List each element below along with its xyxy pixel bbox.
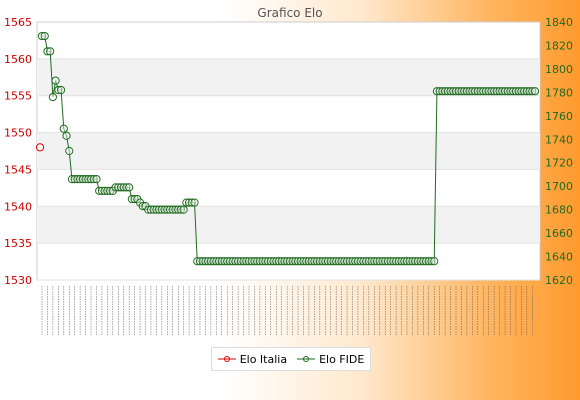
- data-point-elo-fide[interactable]: [427, 257, 436, 266]
- data-point-elo-italia[interactable]: [35, 143, 45, 152]
- right-tick-label: 1760: [545, 110, 573, 123]
- data-point-elo-fide[interactable]: [528, 87, 537, 96]
- right-tick-label: 1740: [545, 133, 573, 146]
- legend-label-elo-fide: Elo FIDE: [319, 352, 365, 366]
- grid-band: [37, 206, 540, 244]
- right-tick-label: 1640: [545, 251, 573, 264]
- series-elo-italia: [35, 143, 45, 152]
- data-point-elo-fide[interactable]: [54, 85, 63, 95]
- legend-marker-elo-italia: [217, 356, 236, 362]
- x-axis-ticks: [41, 286, 533, 336]
- right-tick-label: 1700: [545, 180, 573, 193]
- data-point-elo-fide[interactable]: [190, 198, 199, 207]
- right-tick-label: 1800: [545, 63, 573, 76]
- right-axis-ticks: 1620 1640 1660 1680 1700 1720 1740 1760 1780 1800…: [545, 16, 573, 287]
- left-tick-label: 1550: [4, 127, 32, 140]
- data-point-elo-fide[interactable]: [37, 31, 47, 41]
- left-tick-label: 1530: [4, 274, 32, 287]
- data-point-elo-fide[interactable]: [122, 183, 131, 192]
- grid-bands: [36, 21, 541, 281]
- legend: Elo Italia Elo FIDE: [211, 347, 371, 371]
- left-tick-label: 1565: [4, 16, 32, 29]
- data-point-elo-fide[interactable]: [56, 85, 66, 95]
- right-tick-label: 1720: [545, 157, 573, 170]
- data-point-elo-fide[interactable]: [51, 76, 60, 85]
- data-point-elo-fide[interactable]: [40, 31, 49, 41]
- right-tick-label: 1680: [545, 204, 573, 217]
- data-point-elo-fide[interactable]: [62, 131, 71, 140]
- data-point-elo-fide[interactable]: [187, 198, 196, 207]
- legend-marker-elo-fide: [297, 356, 316, 362]
- data-point-elo-fide[interactable]: [92, 175, 101, 184]
- right-tick-label: 1840: [545, 16, 573, 29]
- data-point-elo-fide[interactable]: [176, 205, 186, 214]
- data-point-elo-fide[interactable]: [59, 124, 68, 133]
- left-tick-label: 1535: [4, 237, 32, 250]
- legend-label-elo-italia: Elo Italia: [239, 352, 288, 366]
- left-tick-label: 1560: [4, 53, 32, 66]
- grid-band: [37, 132, 540, 170]
- left-tick-label: 1545: [4, 163, 32, 176]
- right-tick-label: 1820: [545, 39, 573, 52]
- data-point-elo-fide[interactable]: [89, 175, 98, 184]
- data-point-elo-fide[interactable]: [125, 183, 134, 192]
- data-point-elo-fide[interactable]: [530, 87, 540, 96]
- legend-item-elo-italia[interactable]: Elo Italia: [217, 352, 288, 366]
- left-tick-label: 1540: [4, 200, 32, 213]
- data-point-elo-fide[interactable]: [48, 92, 57, 102]
- right-tick-label: 1780: [545, 86, 573, 99]
- data-point-elo-fide[interactable]: [179, 205, 188, 214]
- data-point-elo-fide[interactable]: [430, 257, 439, 266]
- legend-item-elo-fide[interactable]: Elo FIDE: [297, 353, 364, 366]
- series-elo-fide: [37, 31, 540, 266]
- chart-title: Grafico Elo: [257, 6, 322, 20]
- data-point-elo-fide[interactable]: [65, 146, 74, 156]
- data-point-elo-fide[interactable]: [46, 47, 55, 56]
- right-tick-label: 1660: [545, 227, 573, 240]
- left-axis-ticks: 1530 1535 1540 1545 1550 1555 1560 1565: [4, 16, 32, 287]
- data-point-elo-fide[interactable]: [43, 47, 52, 56]
- left-tick-label: 1555: [4, 90, 32, 103]
- right-tick-label: 1620: [545, 274, 573, 287]
